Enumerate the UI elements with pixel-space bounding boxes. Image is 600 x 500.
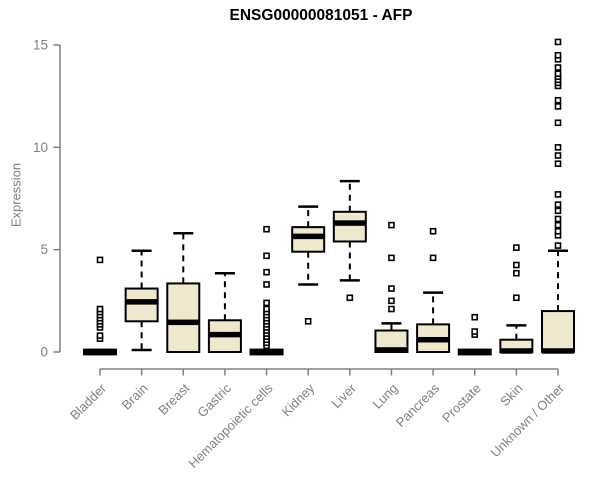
outlier-point [388,285,395,292]
x-tick-label: Lung [370,381,401,412]
chart-title: ENSG00000081051 - AFP [229,7,413,24]
outlier-point [554,103,562,110]
x-tick-label: Pancreas [393,380,443,430]
x-tick-label: Prostate [439,381,484,426]
y-tick-label: 10 [33,140,48,155]
outlier-point [554,221,562,229]
box-5 [291,226,326,253]
y-tick-label: 5 [40,242,48,257]
outlier-point [554,51,562,59]
outlier-point [554,144,562,151]
box-11 [541,310,575,354]
x-tick-label: Skin [497,381,525,409]
outlier-point [554,64,562,71]
outlier-point [513,261,520,269]
outlier-point [96,305,104,313]
outlier-point [554,201,562,208]
median-line [333,220,366,226]
x-tick-label: Liver [328,380,359,411]
outlier-point [471,328,479,335]
outlier-point [554,191,562,198]
outlier-point [263,299,270,307]
outlier-point [388,221,395,229]
box-6 [332,210,367,243]
median-line [167,319,200,326]
outlier-point [388,305,395,313]
outlier-point [388,297,395,305]
x-tick-label: Breast [155,380,192,417]
outlier-point [554,227,562,235]
outlier-point [263,281,270,288]
outlier-point [513,294,520,302]
box-flat-0 [83,348,117,356]
outlier-point [96,256,104,264]
outlier-point [263,225,270,233]
outlier-point [554,215,562,223]
outlier-point [263,305,270,313]
x-tick-label: Bladder [67,380,110,423]
outlier-point [429,227,437,235]
outlier-point [96,332,104,339]
outlier-point [263,252,270,260]
median-line [500,348,533,354]
outlier-point [554,207,562,215]
median-line [542,348,574,354]
median-line [125,299,158,305]
outlier-point [554,242,562,249]
y-tick-label: 0 [40,345,48,360]
median-line [417,336,450,343]
median-line [208,331,241,338]
outlier-point [513,244,520,251]
box-flat-9 [457,348,492,356]
outlier-point [263,268,270,276]
y-tick-label: 15 [33,38,48,53]
outlier-point [388,254,395,262]
outlier-point [554,160,562,168]
outlier-point [554,96,562,104]
outlier-point [554,38,562,46]
box-2 [166,282,201,354]
x-tick-label: Unknown / Other [488,380,568,460]
x-tick-label: Kidney [279,380,318,419]
outlier-point [554,152,562,159]
outlier-point [513,269,520,277]
outlier-point [304,317,312,325]
x-tick-label: Gastric [194,380,234,420]
outlier-point [346,294,354,302]
box-1 [124,287,159,323]
outlier-point [554,119,562,127]
outlier-point [554,70,562,77]
box-flat-4 [249,348,284,356]
median-line [375,347,408,353]
outlier-point [471,313,479,321]
median-line [292,233,325,240]
x-tick-label: Brain [119,381,151,413]
outlier-point [429,254,437,262]
